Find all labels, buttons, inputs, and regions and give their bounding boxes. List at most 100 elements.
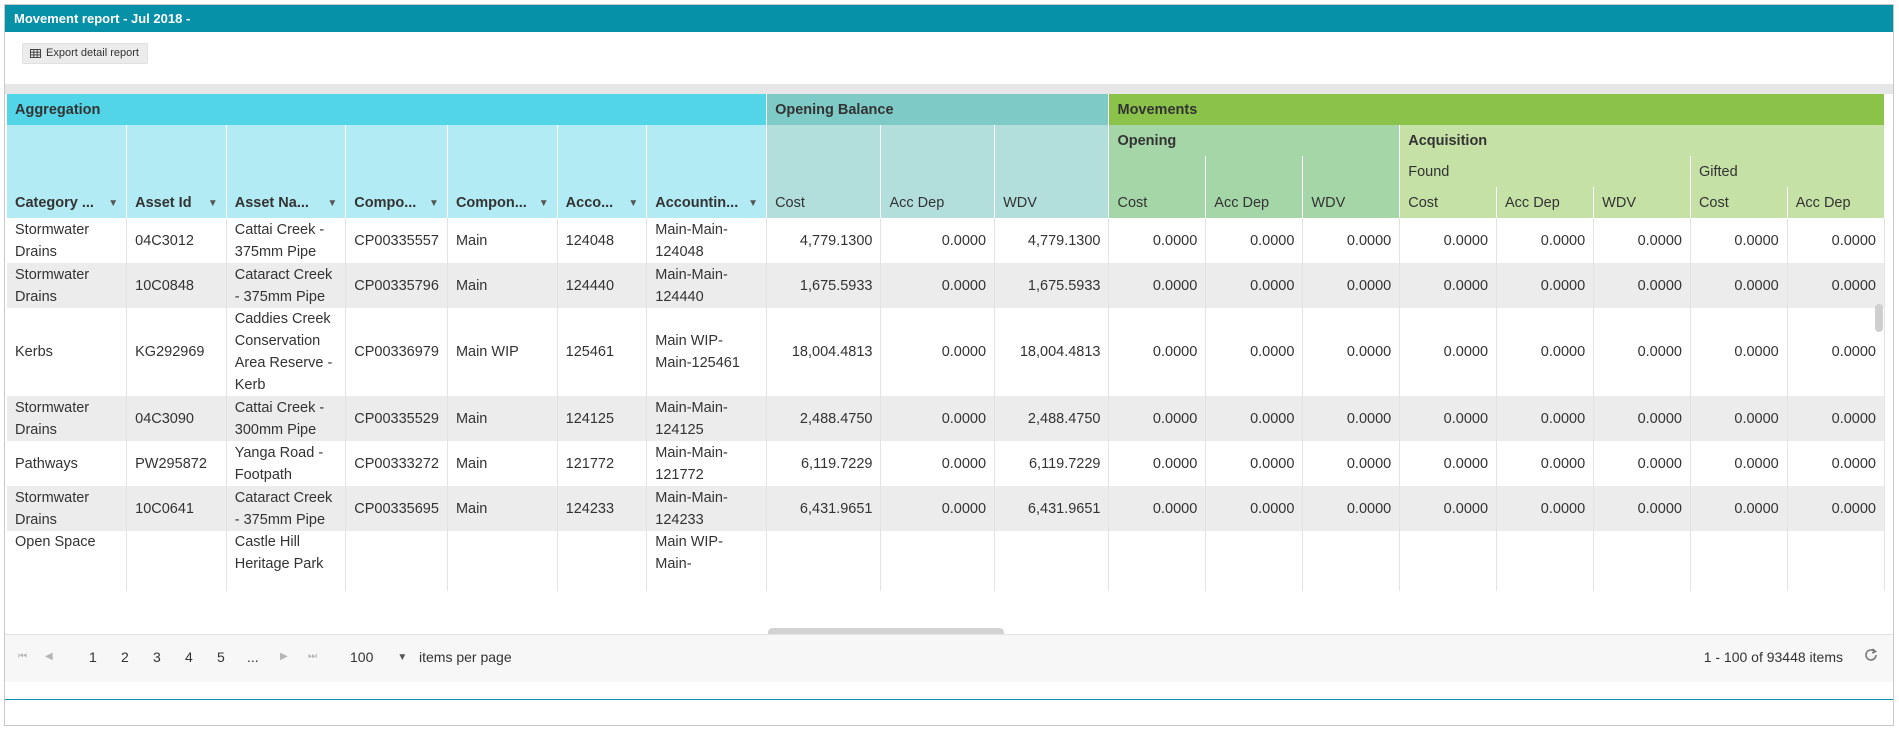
cell-found-cost: 0.0000 xyxy=(1399,263,1498,308)
filter-dropdown-icon[interactable]: ▼ xyxy=(748,197,759,209)
cell-gifted-cost: 0.0000 xyxy=(1690,218,1788,263)
cell-ob-cost: 1,675.5933 xyxy=(766,263,882,308)
cell-op-cost: 0.0000 xyxy=(1108,396,1207,441)
filter-dropdown-icon[interactable]: ▼ xyxy=(538,197,549,209)
movement-table: Aggregation Opening Balance Movements Ca… xyxy=(7,94,1885,591)
cell-account: 124048 xyxy=(557,218,648,263)
header-gifted-cost[interactable]: Cost xyxy=(1690,187,1788,218)
table-row[interactable]: Pathways PW295872 Yanga Road - Footpath CP0… xyxy=(7,441,1885,486)
filter-dropdown-icon[interactable]: ▼ xyxy=(628,197,639,209)
cell-op-accdep: 0.0000 xyxy=(1205,263,1304,308)
filter-dropdown-icon[interactable]: ▼ xyxy=(108,197,119,209)
page-4[interactable]: 4 xyxy=(185,649,193,665)
cell-component-id: CP00335695 xyxy=(345,486,448,531)
cell-ob-cost xyxy=(766,531,882,591)
cell-component: Main xyxy=(447,486,558,531)
filter-dropdown-icon[interactable]: ▼ xyxy=(327,197,338,209)
horizontal-scrollbar[interactable] xyxy=(768,628,1004,634)
header-component[interactable]: Compon... ▼ xyxy=(447,125,558,218)
header-accounting[interactable]: Accountin... ▼ xyxy=(646,125,768,218)
toolbar-separator xyxy=(5,84,1893,94)
header-op-acc-dep[interactable]: Acc Dep xyxy=(1205,156,1304,218)
cell-ob-accdep: 0.0000 xyxy=(880,263,996,308)
previous-page-icon[interactable]: ◀ xyxy=(45,651,53,662)
cell-op-cost xyxy=(1108,531,1207,591)
group-found: Found xyxy=(1399,156,1691,187)
header-found-acc-dep[interactable]: Acc Dep xyxy=(1496,187,1595,218)
table-row[interactable]: Stormwater Drains 04C3012 Cattai Creek - 3… xyxy=(7,218,1885,263)
vertical-scrollbar[interactable] xyxy=(1875,304,1883,332)
cell-found-wdv xyxy=(1593,531,1691,591)
page-size-select[interactable]: 100 ▼ xyxy=(350,646,410,668)
cell-found-accdep: 0.0000 xyxy=(1496,308,1595,396)
first-page-icon[interactable]: ⏮ xyxy=(18,651,27,662)
header-asset-name[interactable]: Asset Na... ▼ xyxy=(226,125,347,218)
cell-gifted-cost: 0.0000 xyxy=(1690,263,1788,308)
cell-op-cost: 0.0000 xyxy=(1108,486,1207,531)
table-row[interactable]: Stormwater Drains 10C0641 Cataract Creek -… xyxy=(7,486,1885,531)
next-page-icon[interactable]: ▶ xyxy=(280,651,288,662)
cell-accounting: Main-Main-124048 xyxy=(646,218,768,263)
header-asset-id[interactable]: Asset Id ▼ xyxy=(126,125,227,218)
cell-accounting: Main-Main-121772 xyxy=(646,441,768,486)
header-account[interactable]: Acco... ▼ xyxy=(557,125,648,218)
cell-ob-wdv: 4,779.1300 xyxy=(994,218,1110,263)
cell-asset-id: 04C3090 xyxy=(126,396,227,441)
page-2[interactable]: 2 xyxy=(121,649,129,665)
cell-accounting: Main-Main-124233 xyxy=(646,486,768,531)
filter-dropdown-icon[interactable]: ▼ xyxy=(429,197,439,209)
cell-op-cost: 0.0000 xyxy=(1108,308,1207,396)
cell-ob-wdv: 1,675.5933 xyxy=(994,263,1110,308)
cell-found-accdep: 0.0000 xyxy=(1496,486,1595,531)
header-op-cost[interactable]: Cost xyxy=(1108,156,1207,218)
chevron-down-icon: ▼ xyxy=(397,651,408,663)
cell-found-accdep xyxy=(1496,531,1595,591)
header-component-id[interactable]: Compo... ▼ xyxy=(345,125,448,218)
table-row[interactable]: Stormwater Drains 10C0848 Cataract Creek -… xyxy=(7,263,1885,308)
cell-ob-accdep: 0.0000 xyxy=(880,308,996,396)
page-1[interactable]: 1 xyxy=(89,649,97,665)
cell-gifted-accdep: 0.0000 xyxy=(1787,218,1885,263)
header-gifted-acc-dep[interactable]: Acc Dep xyxy=(1787,187,1885,218)
cell-found-cost: 0.0000 xyxy=(1399,308,1498,396)
header-found-wdv[interactable]: WDV xyxy=(1593,187,1691,218)
table-row[interactable]: Open Space Castle Hill Heritage Park Main … xyxy=(7,531,1885,591)
cell-ob-cost: 6,431.9651 xyxy=(766,486,882,531)
cell-found-wdv: 0.0000 xyxy=(1593,486,1691,531)
cell-account: 124440 xyxy=(557,263,648,308)
cell-category: Stormwater Drains xyxy=(7,396,128,441)
cell-component-id: CP00333272 xyxy=(345,441,448,486)
header-ob-cost[interactable]: Cost xyxy=(766,125,882,218)
cell-found-cost: 0.0000 xyxy=(1399,396,1498,441)
last-page-icon[interactable]: ⏭ xyxy=(308,651,317,662)
page-5[interactable]: 5 xyxy=(217,649,225,665)
cell-category: Pathways xyxy=(7,441,128,486)
cell-gifted-cost: 0.0000 xyxy=(1690,486,1788,531)
table-row[interactable]: Stormwater Drains 04C3090 Cattai Creek - 3… xyxy=(7,396,1885,441)
page-3[interactable]: 3 xyxy=(153,649,161,665)
header-ob-acc-dep[interactable]: Acc Dep xyxy=(880,125,996,218)
cell-found-cost xyxy=(1399,531,1498,591)
header-found-cost[interactable]: Cost xyxy=(1399,187,1498,218)
export-detail-report-button[interactable]: Export detail report xyxy=(22,43,148,64)
page-more[interactable]: ... xyxy=(247,649,259,665)
cell-found-accdep: 0.0000 xyxy=(1496,263,1595,308)
header-category[interactable]: Category ... ▼ xyxy=(7,125,128,218)
cell-asset-name: Cataract Creek - 375mm Pipe xyxy=(226,263,347,308)
filter-dropdown-icon[interactable]: ▼ xyxy=(207,197,218,209)
group-opening: Opening xyxy=(1108,125,1401,156)
header-ob-wdv[interactable]: WDV xyxy=(994,125,1110,218)
header-op-wdv[interactable]: WDV xyxy=(1302,156,1401,218)
cell-op-cost: 0.0000 xyxy=(1108,218,1207,263)
cell-ob-accdep: 0.0000 xyxy=(880,486,996,531)
cell-op-accdep: 0.0000 xyxy=(1205,308,1304,396)
cell-found-wdv: 0.0000 xyxy=(1593,396,1691,441)
cell-op-wdv: 0.0000 xyxy=(1302,263,1401,308)
cell-found-accdep: 0.0000 xyxy=(1496,396,1595,441)
pager-info: 1 - 100 of 93448 items xyxy=(1703,649,1843,665)
cell-asset-name: Cattai Creek - 300mm Pipe xyxy=(226,396,347,441)
refresh-icon[interactable] xyxy=(1863,647,1879,663)
items-per-page-label: items per page xyxy=(419,649,512,665)
table-row[interactable]: Kerbs KG292969 Caddies Creek Conservation … xyxy=(7,308,1885,396)
cell-ob-wdv: 2,488.4750 xyxy=(994,396,1110,441)
